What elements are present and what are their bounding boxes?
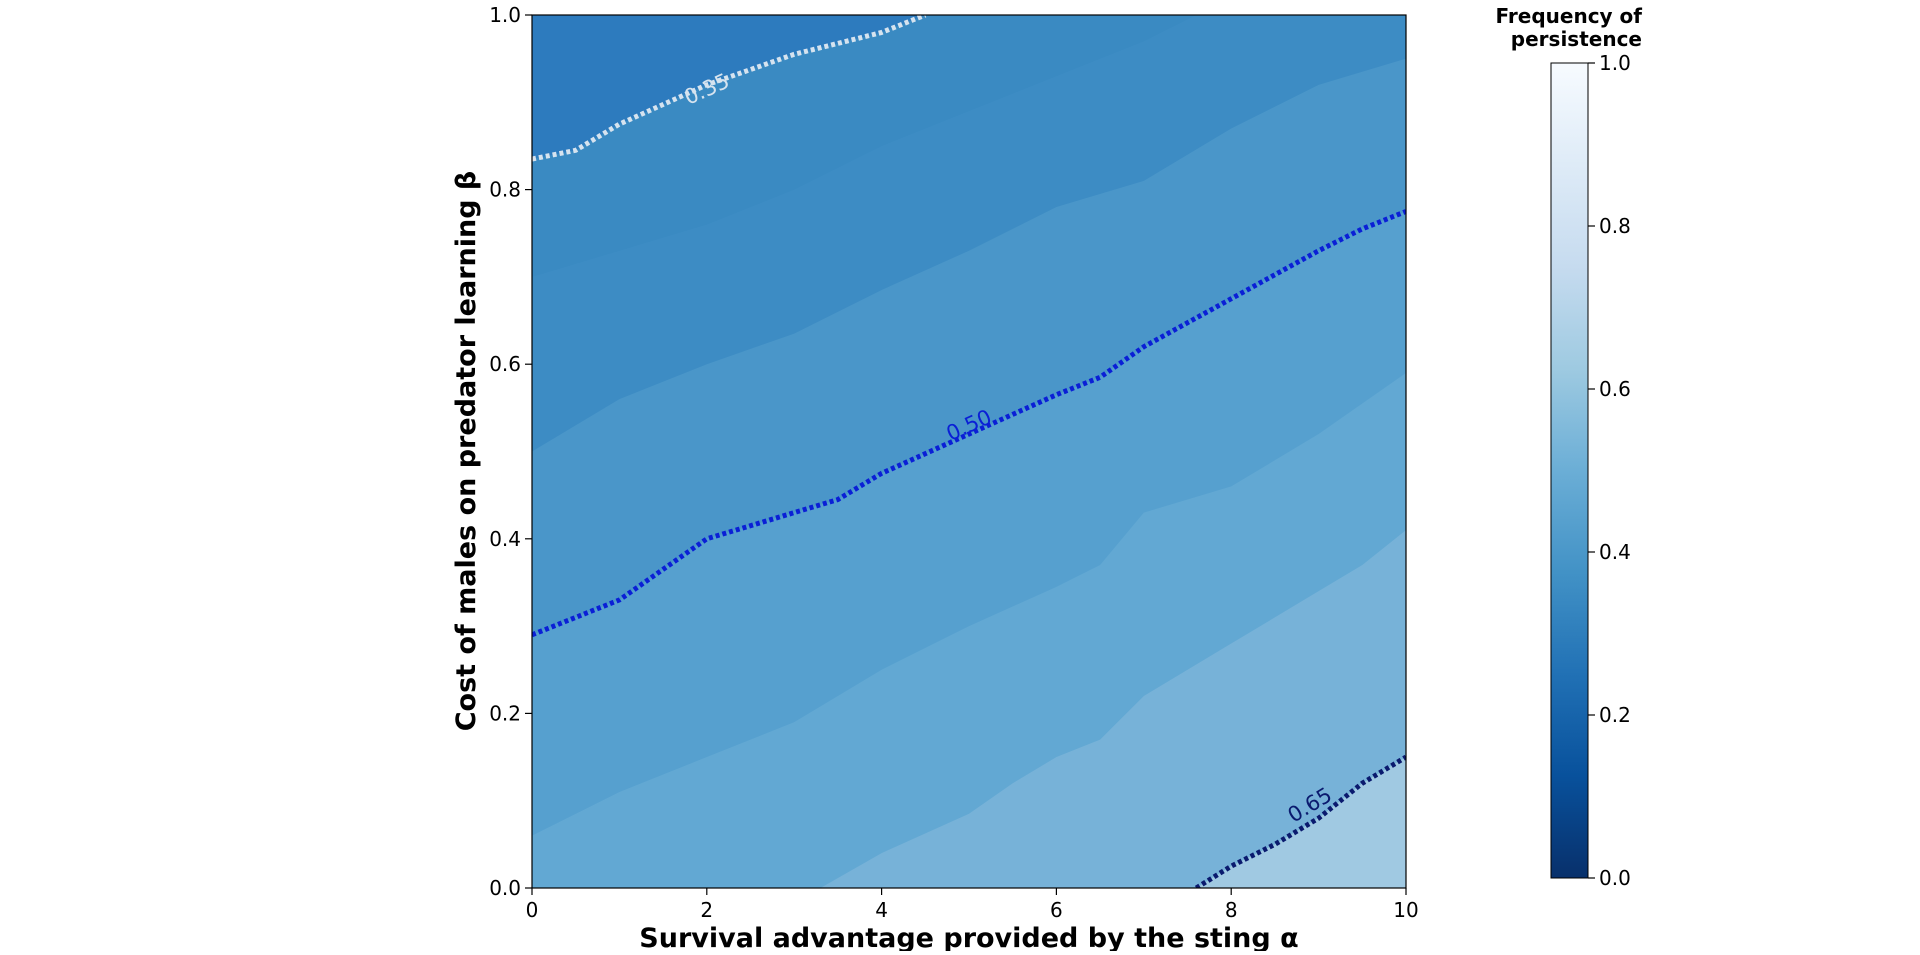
colorbar-tick-label: 0.8 — [1599, 214, 1631, 238]
x-tick-label: 2 — [700, 898, 713, 922]
plot-frame — [531, 14, 1407, 889]
colorbar-gradient — [1550, 62, 1589, 879]
plot-area — [532, 15, 1406, 888]
y-tick-label: 0.4 — [489, 527, 521, 551]
y-axis-label: Cost of males on predator learning β — [451, 171, 482, 732]
colorbar-title-line1: Frequency of — [1496, 4, 1643, 28]
x-axis-label: Survival advantage provided by the sting… — [639, 923, 1298, 951]
colorbar: Frequency of persistence 0.0 0.2 0.4 0.6 0.8… — [1496, 4, 1643, 890]
y-tick-label: 1.0 — [489, 3, 521, 27]
y-tick-label: 0.0 — [489, 876, 521, 900]
y-tick-label: 0.8 — [489, 178, 521, 202]
colorbar-tick-label: 0.2 — [1599, 703, 1631, 727]
colorbar-tick-label: 0.0 — [1599, 866, 1631, 890]
x-tick-label: 4 — [875, 898, 888, 922]
x-tick-label: 10 — [1393, 898, 1418, 922]
contour-line-0.35 — [532, 15, 927, 162]
y-tick-label: 0.6 — [489, 352, 521, 376]
x-tick-label: 6 — [1050, 898, 1063, 922]
colorbar-tick-label: 0.4 — [1599, 540, 1631, 564]
y-axis: 0.0 0.2 0.4 0.6 0.8 1.0 — [489, 3, 532, 900]
contour-band-0.525 — [1196, 757, 1406, 888]
colorbar-title-line2: persistence — [1511, 27, 1642, 51]
x-tick-label: 8 — [1225, 898, 1238, 922]
y-tick-label: 0.2 — [489, 701, 521, 725]
contour-line-0.65 — [1194, 754, 1406, 888]
contour-lines: 0.350.500.65 — [532, 15, 1406, 888]
contour-band-0.475 — [820, 530, 1406, 888]
x-tick-label: 0 — [526, 898, 539, 922]
colorbar-tick-label: 0.6 — [1599, 377, 1631, 401]
colorbar-ticks: 0.0 0.2 0.4 0.6 0.8 1.0 — [1588, 51, 1631, 890]
x-axis: 0 2 4 6 8 10 — [526, 888, 1419, 922]
contour-line-0.50 — [532, 209, 1406, 638]
colorbar-tick-label: 1.0 — [1599, 51, 1631, 75]
